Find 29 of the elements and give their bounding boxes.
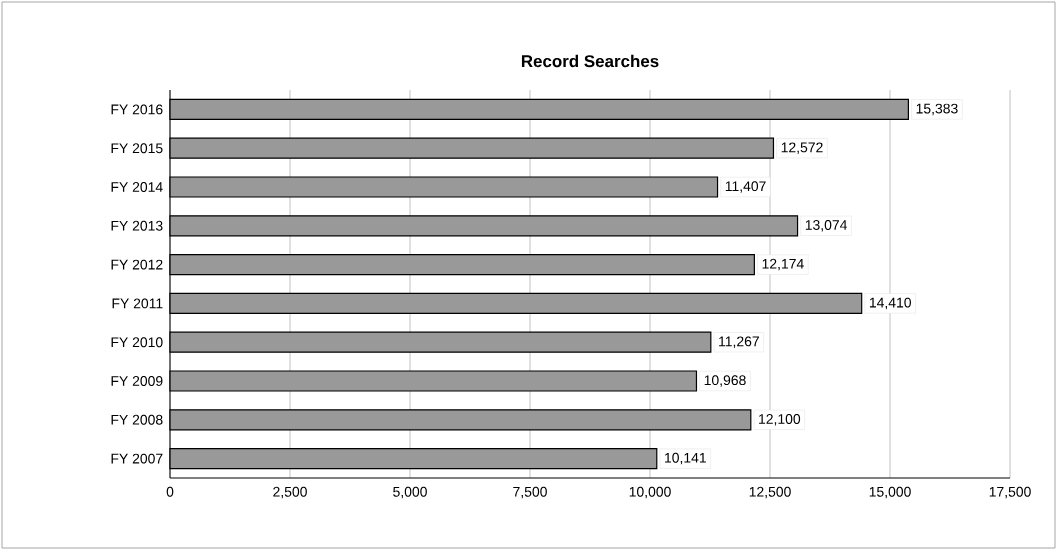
data-label: 13,074 bbox=[805, 220, 847, 232]
data-label: 12,572 bbox=[781, 142, 823, 154]
y-tick-label: FY 2014 bbox=[111, 182, 163, 192]
x-tick-label: 2,500 bbox=[273, 486, 307, 499]
x-tick-label: 17,500 bbox=[989, 486, 1031, 499]
y-tick-label: FY 2011 bbox=[112, 298, 163, 309]
x-tick-label: 0 bbox=[166, 486, 174, 497]
data-label: 14,410 bbox=[869, 297, 912, 310]
x-tick-label: 15,000 bbox=[869, 486, 911, 499]
data-label: 10,141 bbox=[665, 452, 706, 465]
chart-title: Record Searches bbox=[521, 54, 659, 68]
y-tick-label: FY 2015 bbox=[111, 143, 163, 154]
data-label: 12,100 bbox=[759, 414, 801, 426]
data-label: 12,174 bbox=[762, 258, 804, 271]
y-tick-label: FY 2013 bbox=[111, 220, 163, 231]
y-tick-label: FY 2012 bbox=[111, 259, 163, 270]
y-tick-label: FY 2010 bbox=[111, 337, 163, 348]
x-tick-label: 10,000 bbox=[629, 486, 671, 499]
y-tick-label: FY 2009 bbox=[111, 376, 163, 386]
data-label: 11,267 bbox=[719, 336, 759, 348]
x-tick-label: 7,500 bbox=[513, 486, 547, 499]
data-label: 10,968 bbox=[704, 375, 746, 387]
data-label: 15,383 bbox=[916, 103, 958, 116]
y-tick-label: FY 2016 bbox=[111, 104, 163, 115]
y-tick-label: FY 2007 bbox=[111, 453, 163, 464]
y-tick-label: FY 2008 bbox=[111, 414, 163, 425]
data-label: 11,407 bbox=[725, 181, 766, 193]
x-tick-label: 12,500 bbox=[749, 486, 791, 499]
x-tick-label: 5,000 bbox=[393, 486, 427, 499]
